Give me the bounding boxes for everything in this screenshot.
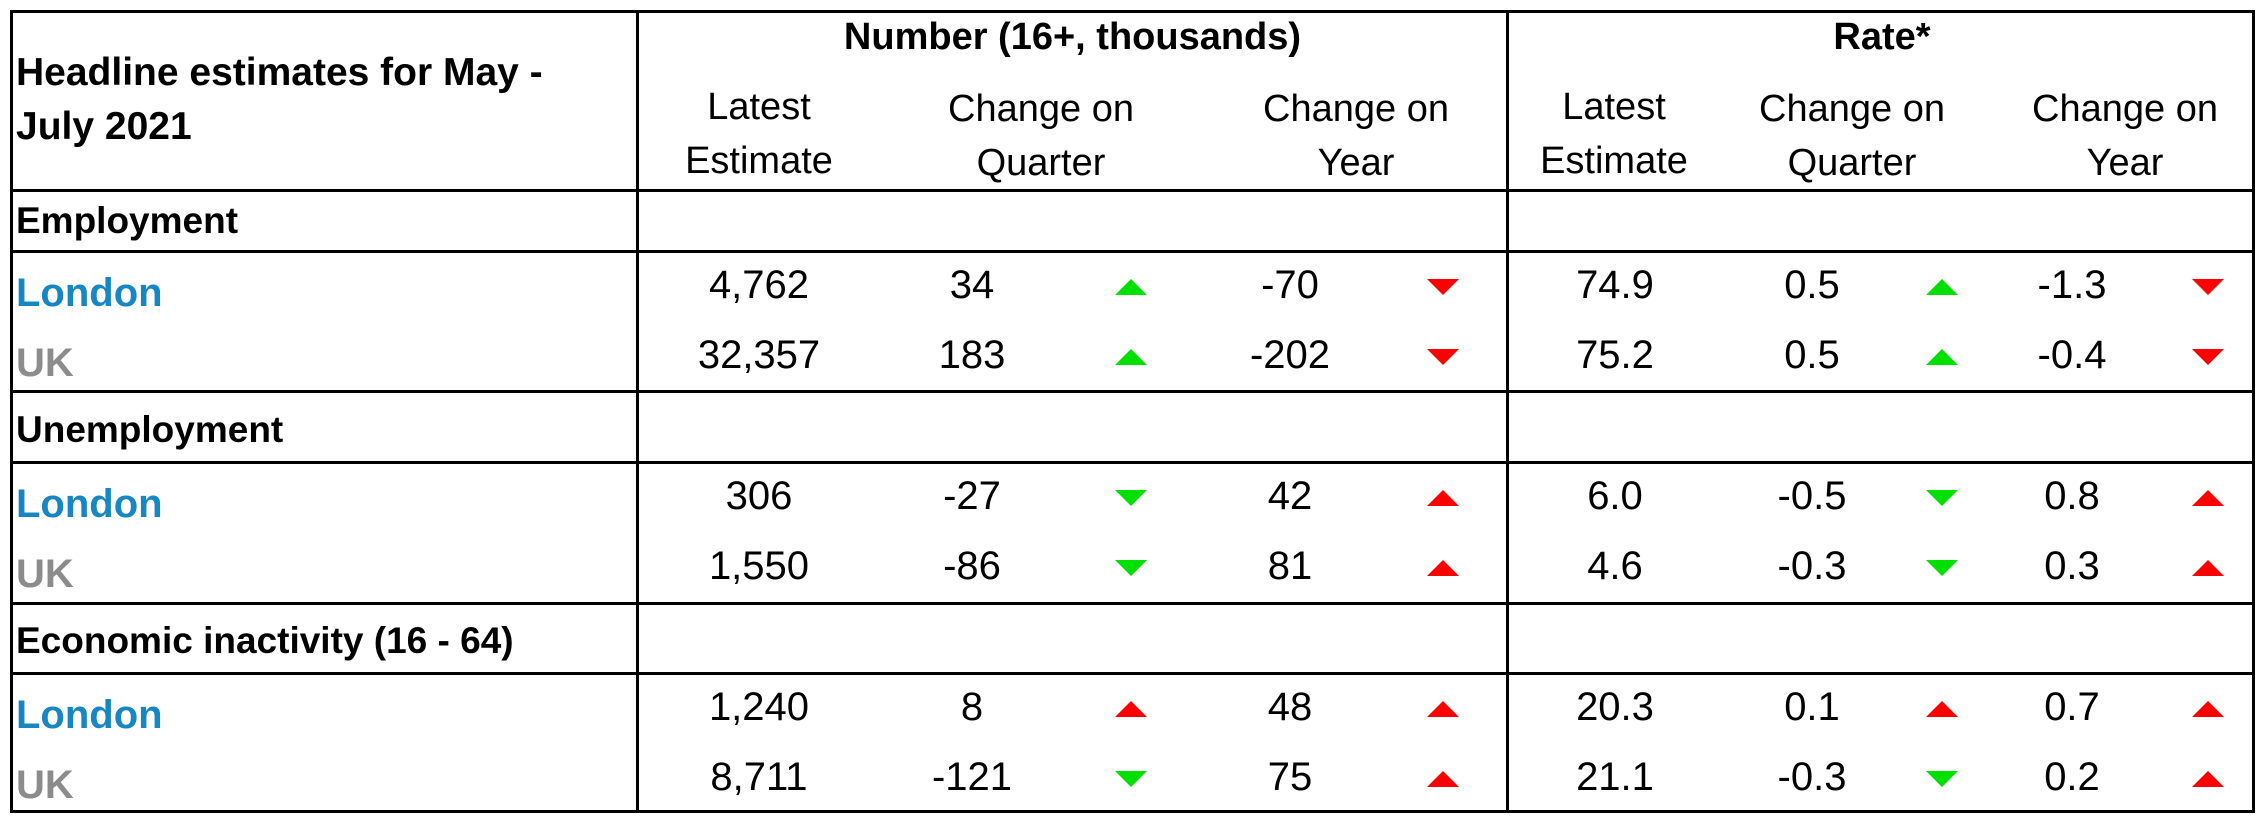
table-cell: 1,550 [708, 544, 810, 588]
section-divider [10, 672, 2255, 675]
column-header: Change on Quarter [948, 88, 1134, 184]
table-cell: -1.3 [2037, 263, 2107, 307]
row-label-uk: UK [16, 552, 74, 596]
table-cell: 21.1 [1576, 755, 1654, 799]
row-label-london: London [16, 482, 163, 526]
table-cell: 74.9 [1576, 263, 1654, 307]
table-cell: 75 [1267, 755, 1313, 799]
table-cell: 8,711 [710, 755, 808, 799]
row-label-london: London [16, 693, 163, 737]
table-cell: -27 [943, 474, 1001, 518]
table-cell: -86 [943, 544, 1001, 588]
section-divider [10, 602, 2255, 605]
table-cell: 4.6 [1587, 544, 1643, 588]
table-cell: 0.7 [2044, 685, 2100, 729]
group-divider [1506, 10, 1509, 813]
row-label-london: London [16, 271, 163, 315]
trend-arrow-down-icon [1115, 771, 1147, 787]
trend-arrow-down-icon [1115, 490, 1147, 506]
table-cell: 0.8 [2044, 474, 2100, 518]
trend-arrow-down-icon [1926, 771, 1958, 787]
table-title: Headline estimates for May - July 2021 [16, 51, 543, 148]
table-cell: 42 [1267, 474, 1313, 518]
table-cell: 81 [1267, 544, 1313, 588]
table-cell: 48 [1267, 685, 1313, 729]
trend-arrow-down-icon [1427, 279, 1459, 295]
trend-arrow-up-icon [2192, 490, 2224, 506]
trend-arrow-down-icon [1427, 349, 1459, 365]
trend-arrow-down-icon [2192, 279, 2224, 295]
table-cell: -70 [1261, 263, 1319, 307]
trend-arrow-up-icon [1427, 490, 1459, 506]
table-cell: -0.3 [1777, 755, 1847, 799]
section-title-employment: Employment [16, 200, 239, 241]
table-cell: 6.0 [1587, 474, 1643, 518]
trend-arrow-up-icon [1115, 701, 1147, 717]
rate-group-header: Rate* [1833, 16, 1931, 58]
table-border [10, 10, 2255, 813]
trend-arrow-down-icon [2192, 349, 2224, 365]
column-header: Change on Year [1263, 88, 1449, 184]
table-cell: 0.5 [1784, 333, 1840, 377]
table-cell: -202 [1249, 333, 1331, 377]
table-cell: 75.2 [1576, 333, 1654, 377]
trend-arrow-up-icon [1926, 701, 1958, 717]
section-title-unemployment: Unemployment [16, 409, 284, 450]
table-cell: 32,357 [697, 333, 821, 377]
table-cell: -0.3 [1777, 544, 1847, 588]
table-cell: 183 [938, 333, 1006, 377]
section-title-inactivity: Economic inactivity (16 - 64) [16, 620, 514, 661]
table-cell: 34 [949, 263, 995, 307]
table-cell: 0.1 [1784, 685, 1840, 729]
trend-arrow-up-icon [1115, 279, 1147, 295]
section-divider [10, 390, 2255, 393]
table-cell: -121 [931, 755, 1013, 799]
table-cell: 306 [725, 474, 793, 518]
table-cell: 20.3 [1576, 685, 1654, 729]
table-cell: 8 [960, 685, 984, 729]
trend-arrow-up-icon [1427, 701, 1459, 717]
trend-arrow-up-icon [2192, 701, 2224, 717]
trend-arrow-up-icon [1926, 349, 1958, 365]
table-cell: 1,240 [708, 685, 810, 729]
section-divider [10, 461, 2255, 464]
row-label-uk: UK [16, 341, 74, 385]
number-group-header: Number (16+, thousands) [843, 16, 1302, 58]
table-cell: 4,762 [708, 263, 810, 307]
trend-arrow-up-icon [2192, 560, 2224, 576]
table-cell: 0.2 [2044, 755, 2100, 799]
row-label-uk: UK [16, 763, 74, 807]
table-cell: 0.5 [1784, 263, 1840, 307]
trend-arrow-up-icon [1926, 279, 1958, 295]
header-divider [10, 189, 2255, 192]
trend-arrow-up-icon [2192, 771, 2224, 787]
column-header: Change on Quarter [1759, 88, 1945, 184]
table-cell: 0.3 [2044, 544, 2100, 588]
trend-arrow-down-icon [1926, 560, 1958, 576]
trend-arrow-up-icon [1427, 560, 1459, 576]
table-cell: -0.5 [1777, 474, 1847, 518]
trend-arrow-up-icon [1115, 349, 1147, 365]
trend-arrow-up-icon [1427, 771, 1459, 787]
column-header: Latest Estimate [685, 86, 833, 182]
column-header: Change on Year [2032, 88, 2218, 184]
trend-arrow-down-icon [1115, 560, 1147, 576]
column-header: Latest Estimate [1540, 86, 1688, 182]
label-column-divider [636, 10, 639, 813]
table-cell: -0.4 [2037, 333, 2107, 377]
section-divider [10, 250, 2255, 253]
trend-arrow-down-icon [1926, 490, 1958, 506]
